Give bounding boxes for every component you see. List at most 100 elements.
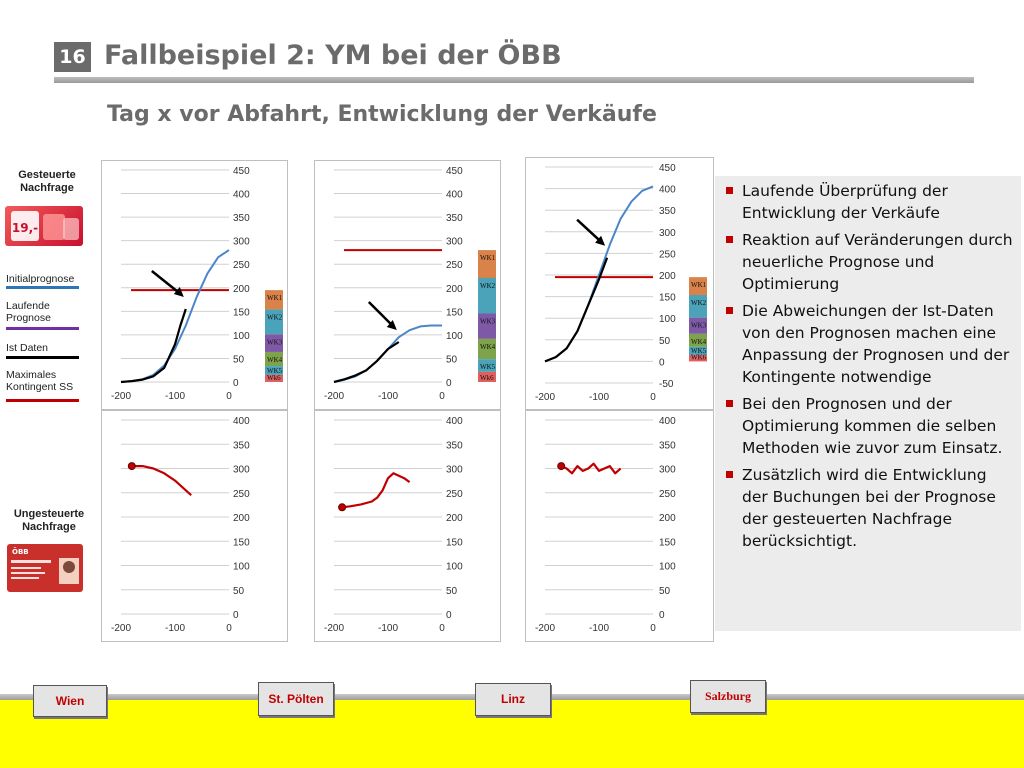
legend-line-ist-daten [6, 356, 79, 359]
chart-top-2: 0 50 100 150 200 250 300 350 400 450 -200 -100 0 WK1 W… [314, 160, 501, 410]
chart-bottom-2: 0 50 100 150 200 250 300 350 400 -200 -100 0 [314, 410, 501, 642]
week-bar-label: WK5 [691, 347, 707, 355]
y-tick-label: 450 [659, 163, 676, 174]
y-tick-label: 250 [659, 489, 676, 500]
y-tick-label: 200 [659, 513, 676, 524]
y-tick-label: 400 [233, 190, 250, 201]
series-start-point [127, 462, 136, 471]
x-tick-label: -200 [535, 392, 555, 403]
x-tick-label: -200 [111, 391, 131, 402]
x-tick-label: 0 [226, 391, 232, 402]
y-tick-label: 300 [233, 465, 250, 476]
x-tick-label: -200 [535, 623, 555, 634]
arrow-head [173, 286, 184, 297]
week-bar-label: WK1 [691, 281, 707, 289]
chart-bottom-1: 0 50 100 150 200 250 300 350 400 -200 -100 0 [101, 410, 288, 642]
series-start-point [338, 503, 347, 512]
series-line [560, 462, 622, 475]
bullet-item: Laufende Überprüfung der Entwicklung der… [722, 180, 1014, 224]
y-tick-label: 300 [446, 237, 463, 248]
y-tick-label: -50 [659, 379, 674, 390]
legend-line-max-kontingent [6, 399, 79, 402]
week-bar-label: WK2 [691, 299, 707, 307]
arrow-head [595, 235, 606, 246]
week-bar-label: Wk6 [267, 374, 281, 382]
y-tick-label: 350 [446, 440, 463, 451]
chart-frame [101, 410, 288, 642]
week-bar-label: WK4 [691, 338, 707, 346]
y-tick-label: 100 [446, 331, 463, 342]
y-tick-label: 250 [659, 249, 676, 260]
week-bar-segment [478, 338, 496, 360]
rail-card-icon: ÖBB [7, 544, 83, 592]
series-line [544, 257, 609, 363]
y-tick-label: 50 [659, 586, 671, 597]
y-tick-label: 150 [659, 293, 676, 304]
week-bar-label: WK4 [267, 356, 283, 364]
bullet-item: Bei den Prognosen und der Optimierung ko… [722, 393, 1014, 459]
x-tick-label: 0 [439, 623, 445, 634]
station-salzburg: Salzburg [690, 680, 766, 713]
chart-frame [101, 160, 288, 410]
y-tick-label: 150 [446, 537, 463, 548]
rail-card-logo: ÖBB [12, 547, 29, 556]
y-tick-label: 200 [659, 271, 676, 282]
legend-label-laufende-prognose: Laufende Prognose [6, 300, 51, 324]
x-tick-label: 0 [650, 623, 656, 634]
controlled-demand-image: 19,- [5, 206, 83, 246]
y-tick-label: 100 [659, 562, 676, 573]
y-tick-label: 0 [233, 610, 239, 621]
x-tick-label: 0 [650, 392, 656, 403]
week-bar-segment [689, 354, 707, 362]
y-tick-label: 200 [446, 513, 463, 524]
y-tick-label: 50 [659, 336, 671, 347]
x-tick-label: -200 [324, 391, 344, 402]
week-bar-segment [478, 371, 496, 382]
week-bar-label: WK3 [691, 322, 707, 330]
week-bar-segment [265, 374, 283, 382]
bullet-item: Die Abweichungen der Ist-Daten von den P… [722, 300, 1014, 388]
y-tick-label: 400 [659, 416, 676, 427]
week-bar-segment [265, 351, 283, 367]
y-tick-label: 300 [659, 465, 676, 476]
y-tick-label: 300 [233, 237, 250, 248]
y-tick-label: 250 [446, 260, 463, 271]
y-tick-label: 450 [233, 166, 250, 177]
y-tick-label: 400 [446, 190, 463, 201]
y-tick-label: 250 [233, 489, 250, 500]
week-bar-label: WK1 [480, 254, 496, 262]
week-bar-segment [689, 277, 707, 295]
arrow-head [386, 319, 397, 330]
x-tick-label: -100 [165, 391, 185, 402]
chart-frame [525, 410, 714, 642]
y-tick-label: 350 [659, 440, 676, 451]
slide-number: 16 [54, 42, 91, 72]
legend-label-ist-daten: Ist Daten [6, 342, 49, 354]
week-bar-label: WK6 [691, 353, 707, 361]
x-tick-label: -100 [378, 623, 398, 634]
x-tick-label: -200 [111, 623, 131, 634]
y-tick-label: 350 [233, 440, 250, 451]
station-st-poelten: St. Pölten [258, 682, 334, 716]
y-tick-label: 50 [446, 354, 458, 365]
week-bar-segment [265, 334, 283, 352]
week-bar-label: WK4 [480, 343, 496, 351]
ticket-promo-icon: 19,- [11, 211, 79, 241]
y-tick-label: 0 [659, 357, 665, 368]
y-tick-label: 400 [659, 185, 676, 196]
week-bar-label: WK2 [480, 282, 496, 290]
chart-frame [314, 160, 501, 410]
week-bar-segment [478, 250, 496, 278]
y-tick-label: 200 [446, 284, 463, 295]
station-linz: Linz [475, 683, 551, 716]
y-tick-label: 50 [446, 586, 458, 597]
x-tick-label: -100 [165, 623, 185, 634]
week-bar-segment [689, 294, 707, 318]
week-bar-segment [265, 290, 283, 310]
y-tick-label: 100 [233, 331, 250, 342]
chart-frame [314, 410, 501, 642]
week-bar-segment [478, 277, 496, 314]
week-bar-label: Wk6 [480, 374, 494, 382]
legend-line-initialprognose [6, 286, 79, 289]
y-tick-label: 300 [659, 228, 676, 239]
